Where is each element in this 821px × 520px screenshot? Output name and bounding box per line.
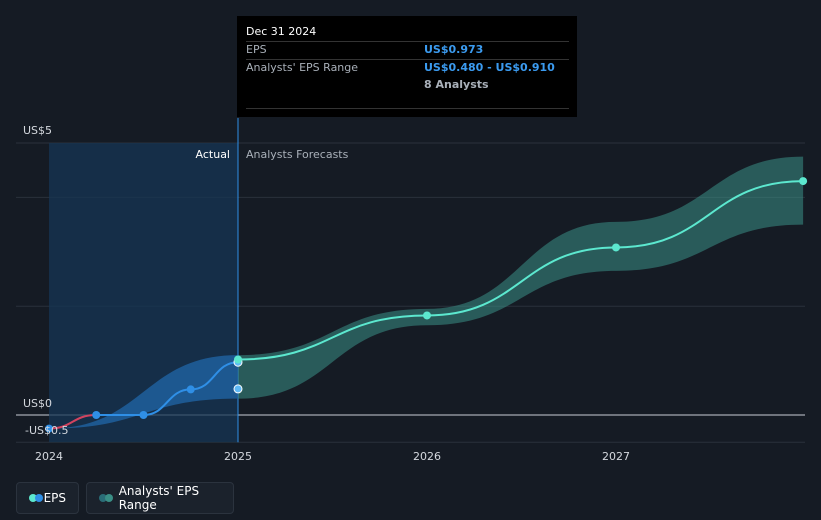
x-tick-label-3: 2027 — [602, 450, 630, 463]
eps-point-forecast-0 — [234, 355, 242, 364]
tooltip-date: Dec 31 2024 — [246, 25, 317, 38]
tooltip-spacer — [246, 77, 424, 94]
tooltip-eps-label: EPS — [246, 43, 267, 56]
tooltip: Dec 31 2024 EPS US$0.973 Analysts' EPS R… — [237, 16, 577, 117]
eps-line-negative — [48, 414, 97, 430]
eps-line-actual — [96, 361, 239, 416]
eps-point-forecast-2 — [612, 243, 620, 252]
legend-eps-swatch — [29, 494, 43, 502]
range-area-forecast — [238, 156, 804, 399]
eps-point-forecast-1 — [423, 311, 431, 320]
eps-point-actual-0 — [45, 424, 53, 433]
legend-eps-label: EPS — [43, 491, 66, 505]
x-tick-label-1: 2025 — [224, 450, 252, 463]
actual-label: Actual — [196, 148, 230, 161]
tooltip-eps-value: US$0.973 — [424, 43, 484, 56]
legend-range-swatch — [99, 494, 113, 502]
y-tick-label-1: US$0 — [23, 397, 52, 410]
eps-point-forecast-3 — [799, 177, 808, 186]
eps-point-actual-3 — [186, 385, 195, 394]
range-low-point-0 — [233, 384, 243, 394]
legend-range[interactable]: Analysts' EPS Range — [86, 482, 234, 514]
series-points — [45, 177, 808, 433]
y-tick-label-0: US$5 — [23, 124, 52, 137]
tooltip-divider — [246, 108, 569, 109]
tooltip-analysts: 8 Analysts — [424, 78, 489, 91]
eps-line-forecast — [237, 180, 804, 361]
x-tick-label-0: 2024 — [35, 450, 63, 463]
legend-eps[interactable]: EPS — [16, 482, 79, 514]
eps-point-actual-1 — [92, 411, 101, 419]
range-area-actual — [49, 355, 238, 429]
range-areas — [49, 156, 804, 429]
tooltip-range-value: US$0.480 - US$0.910 — [424, 61, 555, 74]
legend-range-label: Analysts' EPS Range — [118, 484, 200, 512]
eps-point-actual-2 — [139, 411, 148, 419]
x-tick-label-2: 2026 — [413, 450, 441, 463]
forecast-label: Analysts Forecasts — [246, 148, 349, 161]
tooltip-range-label: Analysts' EPS Range — [246, 61, 359, 74]
series-lines — [48, 180, 804, 430]
y-tick-label-2: -US$0.5 — [25, 424, 69, 437]
axis-labels: US$5 US$0 -US$0.5 2024 2025 2026 2027 Actual Ana… — [23, 124, 630, 463]
